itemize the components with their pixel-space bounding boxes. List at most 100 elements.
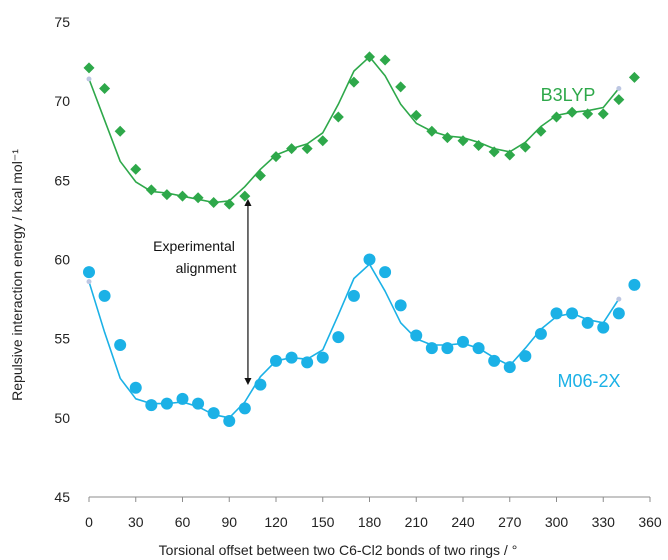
x-axis-title: Torsional offset between two C6-Cl2 bond…	[159, 542, 518, 558]
data-point-m06-2x	[379, 266, 392, 279]
data-point-m06-2x	[129, 381, 142, 394]
x-tick-label: 30	[128, 514, 144, 530]
data-point-b3lyp	[566, 106, 578, 118]
data-point-m06-2x	[581, 316, 594, 329]
data-point-m06-2x	[519, 350, 532, 363]
y-tick-label: 75	[54, 14, 70, 30]
data-point-b3lyp	[348, 76, 360, 88]
data-point-b3lyp	[239, 190, 251, 202]
data-point-b3lyp	[395, 81, 407, 93]
data-point-m06-2x	[550, 307, 563, 320]
y-tick-label: 45	[54, 489, 70, 505]
data-point-m06-2x	[223, 415, 236, 427]
x-tick-label: 0	[85, 514, 93, 530]
data-point-m06-2x	[176, 392, 189, 405]
data-point-m06-2x	[285, 351, 298, 364]
x-tick-label: 210	[405, 514, 429, 530]
data-point-m06-2x	[628, 278, 641, 291]
annotation-text-line-1: Experimental	[153, 238, 235, 254]
x-tick-label: 270	[498, 514, 522, 530]
data-point-b3lyp	[504, 149, 516, 161]
data-point-b3lyp	[83, 62, 95, 74]
data-point-b3lyp	[145, 184, 157, 196]
data-point-m06-2x	[488, 354, 501, 367]
data-point-m06-2x	[270, 354, 282, 367]
fit-lines	[86, 55, 622, 419]
fit-endpoint-m06-2x	[616, 296, 622, 302]
data-point-b3lyp	[364, 51, 375, 63]
y-tick-label: 70	[54, 93, 70, 109]
data-point-b3lyp	[254, 170, 266, 182]
y-tick-label: 65	[54, 172, 70, 188]
x-tick-label: 180	[358, 514, 382, 530]
series-label-m06-2x: M06-2X	[557, 371, 620, 391]
data-point-b3lyp	[317, 135, 329, 147]
data-point-m06-2x	[316, 351, 329, 364]
data-point-b3lyp	[488, 146, 500, 158]
x-tick-label: 150	[311, 514, 335, 530]
fit-line-b3lyp	[88, 55, 620, 204]
data-point-m06-2x	[347, 289, 360, 302]
data-point-m06-2x	[98, 289, 111, 302]
y-axis-title: Repulsive interaction energy / kcal mol⁻…	[9, 149, 25, 401]
data-point-b3lyp	[441, 132, 453, 144]
data-point-m06-2x	[145, 399, 158, 412]
x-tick-label: 330	[592, 514, 616, 530]
x-tick-label: 120	[264, 514, 288, 530]
data-point-b3lyp	[114, 125, 126, 137]
data-point-m06-2x	[425, 342, 438, 355]
data-points	[83, 51, 641, 427]
y-tick-label: 50	[54, 410, 70, 426]
data-point-b3lyp	[301, 143, 313, 155]
data-point-b3lyp	[270, 151, 282, 163]
x-tick-label: 360	[638, 514, 662, 530]
x-tick-label: 90	[221, 514, 237, 530]
data-point-b3lyp	[130, 163, 142, 175]
data-point-m06-2x	[160, 397, 173, 410]
y-axis-ticks: 45 50 55 60 65 70 75	[54, 14, 70, 505]
data-point-m06-2x	[612, 307, 625, 320]
data-point-b3lyp	[628, 71, 640, 83]
data-point-m06-2x	[566, 307, 579, 320]
series-label-b3lyp: B3LYP	[541, 85, 596, 105]
data-point-b3lyp	[410, 109, 422, 121]
data-point-m06-2x	[83, 266, 95, 279]
data-point-b3lyp	[535, 125, 547, 137]
data-point-b3lyp	[332, 111, 344, 123]
fit-endpoint-m06-2x	[86, 279, 92, 285]
data-point-b3lyp	[519, 141, 531, 153]
data-point-b3lyp	[208, 197, 220, 208]
data-point-m06-2x	[363, 253, 376, 266]
data-point-m06-2x	[332, 331, 345, 344]
data-point-m06-2x	[192, 397, 205, 410]
data-point-m06-2x	[597, 321, 610, 334]
data-point-b3lyp	[457, 135, 469, 147]
y-tick-label: 55	[54, 331, 70, 347]
data-point-b3lyp	[473, 140, 485, 151]
data-point-m06-2x	[301, 356, 314, 369]
data-point-b3lyp	[223, 198, 235, 210]
data-point-m06-2x	[457, 335, 469, 348]
x-tick-label: 300	[545, 514, 569, 530]
data-point-b3lyp	[177, 190, 188, 202]
data-point-m06-2x	[238, 402, 251, 415]
data-point-b3lyp	[551, 111, 562, 123]
data-point-b3lyp	[192, 192, 204, 204]
data-point-m06-2x	[503, 361, 516, 374]
data-point-m06-2x	[534, 327, 547, 340]
data-point-b3lyp	[613, 94, 625, 106]
annotation-text-line-2: alignment	[176, 260, 237, 276]
data-point-m06-2x	[254, 378, 267, 391]
data-point-m06-2x	[114, 339, 127, 351]
data-point-b3lyp	[597, 108, 609, 120]
data-point-m06-2x	[472, 342, 485, 355]
y-tick-label: 60	[54, 252, 70, 268]
data-point-m06-2x	[207, 407, 220, 420]
data-point-b3lyp	[582, 108, 594, 120]
x-tick-label: 240	[451, 514, 475, 530]
data-point-b3lyp	[426, 125, 438, 137]
data-point-b3lyp	[99, 83, 111, 94]
data-point-b3lyp	[286, 143, 298, 155]
annotation: Experimental alignment	[153, 198, 252, 386]
